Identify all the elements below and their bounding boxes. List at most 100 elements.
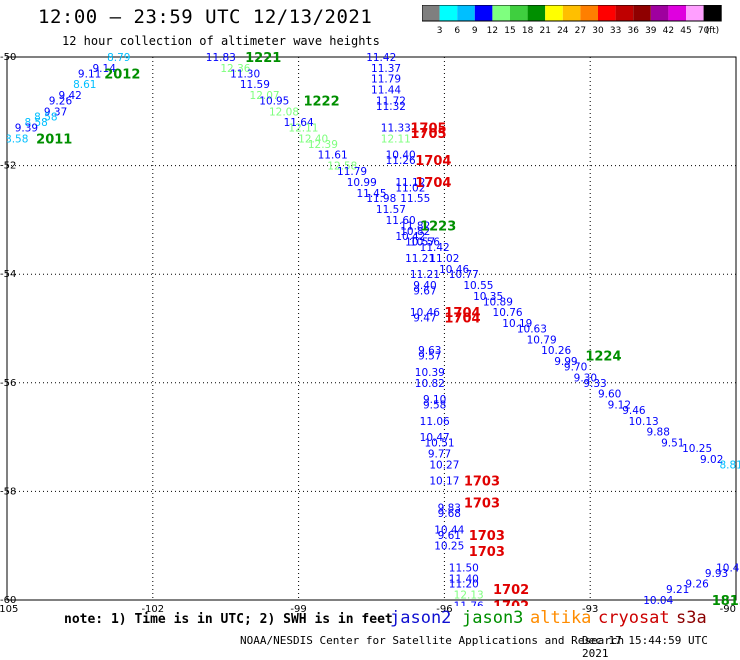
swh-value-label: 12.11 <box>288 123 318 135</box>
pass-time-label: 1223 <box>420 219 456 234</box>
swh-value-label: 9.77 <box>428 448 451 460</box>
swh-value-label: 10.95 <box>259 95 289 107</box>
swh-value-label: 11.61 <box>318 150 348 162</box>
legend-s3a: s3a <box>676 608 707 628</box>
colorbar-swatch <box>545 5 563 21</box>
swh-value-label: 9.58 <box>423 400 446 412</box>
swh-value-label: 12.08 <box>269 106 299 118</box>
colorbar-label: 33 <box>610 26 621 35</box>
colorbar-swatch <box>422 5 440 21</box>
swh-value-label: 11.12 <box>395 177 425 189</box>
colorbar-label: 3 <box>437 26 443 35</box>
swh-value-label: 10.56 <box>410 237 440 249</box>
swh-value-label: 10.13 <box>629 416 659 428</box>
swh-value-label: 9.14 <box>93 63 117 75</box>
pass-time-label: 1703 <box>469 545 505 560</box>
swh-value-label: 9.99 <box>554 356 577 368</box>
y-tick-label: -56 <box>0 378 16 389</box>
swh-value-label: 12.07 <box>250 90 280 102</box>
x-tick-label: -102 <box>141 604 164 615</box>
pass-time-label: 1704 <box>444 312 480 327</box>
swh-value-label: 11.30 <box>230 68 260 80</box>
swh-value-label: 12.11 <box>381 133 411 145</box>
x-tick-label: -99 <box>290 604 306 615</box>
swh-value-label: 11.33 <box>381 123 411 135</box>
swh-value-label: 9.40 <box>413 280 436 292</box>
colorbar-swatch <box>474 5 493 21</box>
x-tick-label: -96 <box>436 604 452 615</box>
colorbar-label: 70 <box>698 26 710 35</box>
plot-frame <box>6 56 737 601</box>
swh-value-label: 10.79 <box>527 334 557 346</box>
y-tick-label: -60 <box>0 595 16 606</box>
colorbar-label: 36 <box>627 26 639 35</box>
pass-time-label: 1815 <box>712 594 740 609</box>
swh-value-label: 9.33 <box>583 378 606 390</box>
colorbar-swatch <box>633 5 651 21</box>
swh-value-label: 8.58 <box>34 112 57 124</box>
swh-value-label: 12.40 <box>298 133 328 145</box>
swh-value-label: 12.13 <box>454 590 484 602</box>
swh-value-label: 11.21 <box>405 253 435 265</box>
swh-value-label: 9.67 <box>413 285 436 297</box>
y-tick-label: -54 <box>0 269 16 280</box>
swh-value-label: 10.04 <box>643 595 673 607</box>
swh-value-label: 11.21 <box>410 269 440 281</box>
swh-value-label: 10.17 <box>429 476 459 488</box>
swh-value-label: 9.21 <box>666 584 689 596</box>
swh-value-label: 11.79 <box>371 74 401 86</box>
colorbar-label: 27 <box>575 26 586 35</box>
swh-value-label: 10.19 <box>502 318 532 330</box>
colorbar-swatch <box>492 5 510 21</box>
swh-value-label: 10.25 <box>434 541 464 553</box>
colorbar-swatch <box>562 5 581 21</box>
pass-time-label: 1703 <box>464 475 500 490</box>
swh-value-label: 12.36 <box>220 63 250 75</box>
swh-value-label: 9.70 <box>564 362 587 374</box>
swh-value-label: 11.79 <box>337 166 367 178</box>
swh-value-label: 10.46 <box>439 264 469 276</box>
pass-time-label: 1702 <box>493 583 529 598</box>
swh-value-label: 9.61 <box>438 530 461 542</box>
swh-value-label: 9.83 <box>438 503 461 515</box>
swh-value-label: 10.39 <box>415 367 445 379</box>
swh-value-label: 10.35 <box>473 291 503 303</box>
swh-value-label: 11.98 <box>366 193 396 205</box>
legend-cryosat: cryosat <box>598 608 670 628</box>
swh-value-label: 9.02 <box>700 454 723 466</box>
swh-value-label: 11.26 <box>386 155 416 167</box>
generated-timestamp: Dec 17 15:44:59 UTC 2021 <box>582 634 708 660</box>
swh-value-label: 11.50 <box>449 562 479 574</box>
swh-value-label: 11.32 <box>376 101 406 113</box>
swh-value-label: 11.42 <box>366 52 396 64</box>
colorbar-label: 6 <box>454 26 460 35</box>
x-tick-label: -105 <box>0 604 18 615</box>
colorbar-swatch <box>686 5 704 21</box>
colorbar-swatch <box>703 5 722 21</box>
swh-value-label: 9.39 <box>15 123 38 135</box>
colorbar-label: (ft) <box>706 26 720 35</box>
page-title: 12:00 – 23:59 UTC 12/13/2021 <box>38 6 373 28</box>
swh-value-label: 9.60 <box>598 389 621 401</box>
swh-value-label: 8.58 <box>24 117 47 129</box>
swh-value-label: 8.61 <box>73 79 96 91</box>
colorbar-label: 15 <box>504 26 515 35</box>
swh-value-label: 10.46 <box>410 307 440 319</box>
swh-value-label: 9.37 <box>44 106 67 118</box>
pass-time-label: 1703 <box>469 529 505 544</box>
swh-value-label: 10.42 <box>395 231 425 243</box>
swh-value-label: 9.12 <box>608 400 631 412</box>
colorbar-label: 30 <box>592 26 604 35</box>
swh-value-label: 10.82 <box>415 378 445 390</box>
pass-time-label: 1705 <box>410 127 446 142</box>
swh-value-label: 10.77 <box>449 269 479 281</box>
pass-time-label: 1702 <box>493 599 529 614</box>
swh-value-label: 10.41 <box>716 562 740 574</box>
swh-value-label: 11.37 <box>371 63 401 75</box>
pass-time-label: 1221 <box>245 51 281 66</box>
y-tick-label: -50 <box>0 52 16 63</box>
swh-value-label: 10.57 <box>405 237 435 249</box>
swh-value-label: 11.72 <box>376 95 406 107</box>
swh-value-label: 10.76 <box>493 307 523 319</box>
